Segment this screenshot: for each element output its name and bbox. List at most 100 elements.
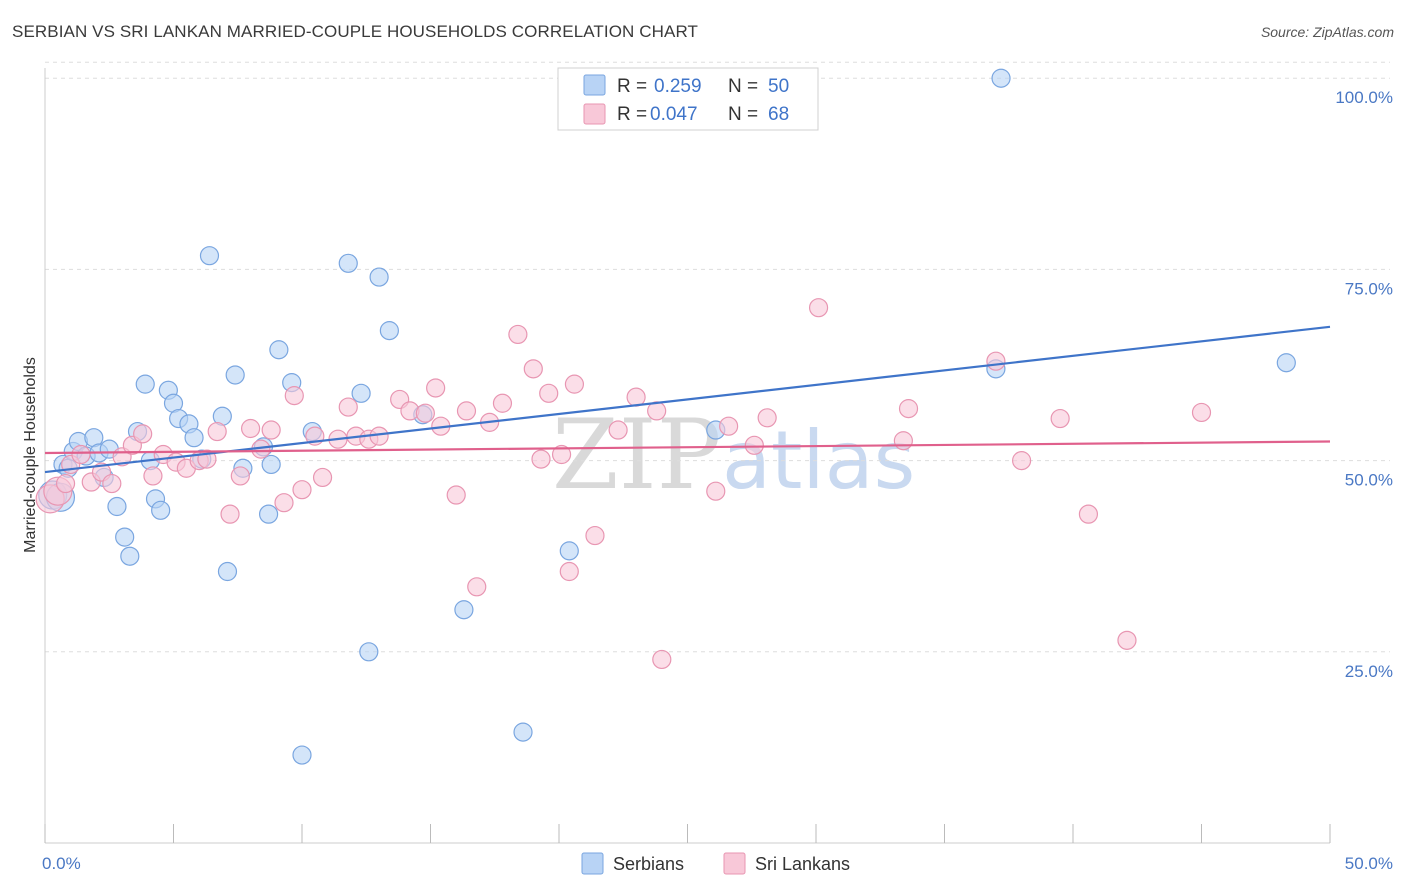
- legend-swatch-serbians: [583, 74, 606, 96]
- point-sri-lankans-4: [71, 444, 91, 465]
- legend-r-value-sri-lankans: 0.047: [650, 104, 698, 125]
- point-sri-lankans-39: [456, 401, 477, 421]
- legend-n-value-sri-lankans: 68: [768, 104, 789, 125]
- grid-lines: [45, 61, 1390, 653]
- y-tick-label-100: 100.0%: [1335, 88, 1393, 107]
- point-serbians-40: [379, 321, 399, 341]
- legend-swatch-sri-lankans: [583, 103, 606, 125]
- point-serbians-27: [217, 561, 238, 582]
- data-points: [35, 68, 1296, 765]
- point-sri-lankans-61: [898, 399, 919, 419]
- point-sri-lankans-48: [559, 561, 579, 582]
- point-serbians-32: [261, 454, 281, 475]
- point-serbians-36: [338, 253, 358, 273]
- point-sri-lankans-46: [539, 383, 559, 403]
- point-sri-lankans-66: [1117, 630, 1137, 650]
- point-serbians-12: [115, 527, 135, 547]
- point-sri-lankans-23: [274, 493, 294, 513]
- point-sri-lankans-38: [446, 485, 466, 505]
- trend-line-sri-lankans: [44, 440, 1331, 455]
- point-sri-lankans-57: [744, 435, 764, 455]
- point-sri-lankans-60: [893, 431, 913, 451]
- point-serbians-47: [991, 68, 1011, 88]
- y-tick-label-75: 75.0%: [1345, 279, 1393, 298]
- point-sri-lankans-24: [284, 386, 304, 406]
- point-sri-lankans-58: [757, 408, 777, 428]
- point-sri-lankans-62: [986, 351, 1006, 371]
- point-sri-lankans-45: [531, 449, 551, 469]
- bottom-legend: Serbians Sri Lankans: [581, 852, 850, 875]
- point-sri-lankans-64: [1050, 408, 1070, 429]
- point-serbians-43: [513, 722, 533, 742]
- point-sri-lankans-59: [808, 298, 829, 318]
- chart-title: SERBIAN VS SRI LANKAN MARRIED-COUPLE HOU…: [12, 22, 699, 41]
- point-sri-lankans-56: [719, 416, 739, 436]
- trend-lines: [44, 325, 1331, 474]
- point-sri-lankans-10: [133, 424, 153, 444]
- point-sri-lankans-42: [492, 393, 513, 413]
- point-sri-lankans-32: [369, 426, 389, 446]
- legend-r-label-serbians: R =: [617, 76, 647, 97]
- legend-r-label-sri-lankans: R =: [617, 104, 647, 125]
- bottom-legend-swatch-serbians: [581, 852, 604, 875]
- point-sri-lankans-54: [652, 649, 672, 670]
- point-sri-lankans-11: [143, 466, 163, 486]
- point-serbians-31: [258, 504, 279, 524]
- bottom-legend-swatch-sri-lankans: [723, 852, 746, 875]
- legend: R = 0.259 N = 50 R = 0.047 N = 68: [557, 67, 819, 131]
- point-sri-lankans-40: [467, 577, 487, 597]
- point-serbians-49: [292, 745, 312, 765]
- bottom-legend-label-sri-lankans: Sri Lankans: [755, 854, 850, 874]
- point-serbians-33: [269, 340, 289, 360]
- point-serbians-11: [107, 496, 127, 517]
- point-sri-lankans-65: [1078, 504, 1099, 524]
- point-serbians-13: [120, 546, 140, 566]
- point-sri-lankans-29: [338, 397, 358, 417]
- y-tick-label-50: 50.0%: [1345, 471, 1393, 490]
- point-sri-lankans-19: [230, 466, 250, 486]
- point-serbians-42: [454, 600, 474, 620]
- watermark-zip: ZIP: [552, 399, 721, 511]
- point-sri-lankans-7: [102, 473, 122, 494]
- point-sri-lankans-27: [312, 467, 333, 488]
- point-sri-lankans-17: [207, 421, 227, 442]
- y-axis-label: Married-couple Households: [22, 357, 39, 553]
- point-sri-lankans-47: [551, 444, 572, 465]
- point-sri-lankans-49: [564, 374, 585, 394]
- point-serbians-15: [135, 374, 155, 394]
- point-sri-lankans-18: [220, 504, 240, 524]
- y-tick-label-25: 25.0%: [1345, 662, 1393, 681]
- legend-n-value-serbians: 50: [768, 76, 789, 97]
- point-serbians-18: [151, 500, 171, 520]
- point-sri-lankans-36: [426, 378, 446, 398]
- legend-n-label-sri-lankans: N =: [728, 104, 758, 125]
- bottom-legend-label-serbians: Serbians: [613, 854, 684, 874]
- point-serbians-38: [359, 642, 379, 662]
- point-sri-lankans-2: [55, 473, 76, 494]
- point-sri-lankans-35: [415, 403, 435, 423]
- x-tick-label-max: 50.0%: [1345, 854, 1393, 873]
- point-serbians-28: [225, 365, 245, 385]
- point-sri-lankans-43: [508, 324, 528, 345]
- point-serbians-25: [199, 246, 220, 266]
- point-sri-lankans-44: [523, 359, 543, 379]
- source-credit: Source: ZipAtlas.com: [1260, 24, 1394, 40]
- y-tick-labels: 25.0% 50.0% 75.0% 100.0%: [1335, 88, 1393, 681]
- point-sri-lankans-20: [241, 418, 261, 439]
- trend-line-serbians: [44, 325, 1331, 474]
- point-serbians-39: [369, 267, 389, 287]
- point-sri-lankans-50: [585, 525, 605, 546]
- legend-r-value-serbians: 0.259: [654, 76, 702, 97]
- x-tick-marks: [44, 824, 1331, 843]
- legend-n-label-serbians: N =: [728, 76, 758, 97]
- point-serbians-37: [351, 383, 371, 403]
- point-sri-lankans-51: [608, 420, 628, 440]
- point-sri-lankans-22: [261, 420, 281, 440]
- point-sri-lankans-55: [706, 481, 726, 501]
- x-tick-label-min: 0.0%: [42, 854, 81, 873]
- point-sri-lankans-63: [1011, 451, 1032, 471]
- point-sri-lankans-67: [1191, 402, 1212, 423]
- point-serbians-48: [1276, 353, 1296, 373]
- point-serbians-23: [184, 428, 204, 448]
